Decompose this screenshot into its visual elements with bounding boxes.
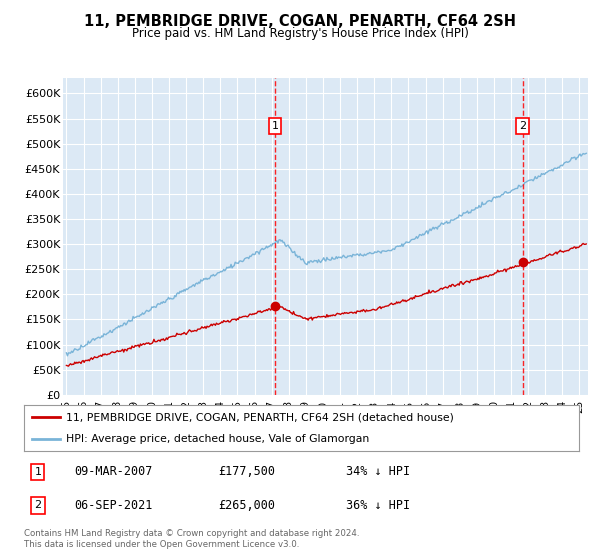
Text: 34% ↓ HPI: 34% ↓ HPI xyxy=(346,465,410,478)
Text: £177,500: £177,500 xyxy=(218,465,275,478)
Text: 1: 1 xyxy=(34,467,41,477)
Text: Price paid vs. HM Land Registry's House Price Index (HPI): Price paid vs. HM Land Registry's House … xyxy=(131,27,469,40)
Text: 1: 1 xyxy=(271,121,278,131)
Text: 09-MAR-2007: 09-MAR-2007 xyxy=(74,465,152,478)
Text: HPI: Average price, detached house, Vale of Glamorgan: HPI: Average price, detached house, Vale… xyxy=(65,435,369,444)
Text: 11, PEMBRIDGE DRIVE, COGAN, PENARTH, CF64 2SH (detached house): 11, PEMBRIDGE DRIVE, COGAN, PENARTH, CF6… xyxy=(65,412,454,422)
Text: 36% ↓ HPI: 36% ↓ HPI xyxy=(346,499,410,512)
Text: £265,000: £265,000 xyxy=(218,499,275,512)
Text: 11, PEMBRIDGE DRIVE, COGAN, PENARTH, CF64 2SH: 11, PEMBRIDGE DRIVE, COGAN, PENARTH, CF6… xyxy=(84,14,516,29)
Text: 06-SEP-2021: 06-SEP-2021 xyxy=(74,499,152,512)
Text: 2: 2 xyxy=(519,121,526,131)
Text: 2: 2 xyxy=(34,501,41,510)
Text: Contains HM Land Registry data © Crown copyright and database right 2024.
This d: Contains HM Land Registry data © Crown c… xyxy=(24,529,359,549)
